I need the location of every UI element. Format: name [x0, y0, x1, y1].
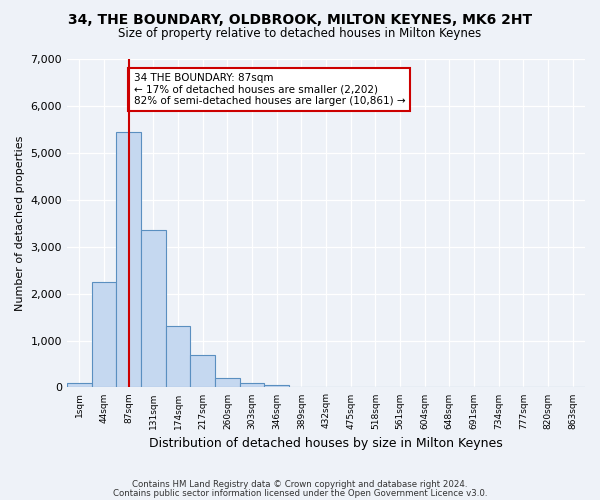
Y-axis label: Number of detached properties: Number of detached properties: [15, 136, 25, 311]
Text: Contains HM Land Registry data © Crown copyright and database right 2024.: Contains HM Land Registry data © Crown c…: [132, 480, 468, 489]
Bar: [67, 382, 92, 388]
Bar: [141, 230, 166, 388]
Text: Contains public sector information licensed under the Open Government Licence v3: Contains public sector information licen…: [113, 488, 487, 498]
Bar: [239, 382, 265, 388]
Bar: [190, 354, 215, 388]
X-axis label: Distribution of detached houses by size in Milton Keynes: Distribution of detached houses by size …: [149, 437, 503, 450]
Bar: [215, 378, 239, 388]
Bar: [92, 282, 116, 388]
Bar: [166, 326, 190, 388]
Bar: [265, 385, 289, 388]
Text: Size of property relative to detached houses in Milton Keynes: Size of property relative to detached ho…: [118, 28, 482, 40]
Text: 34 THE BOUNDARY: 87sqm
← 17% of detached houses are smaller (2,202)
82% of semi-: 34 THE BOUNDARY: 87sqm ← 17% of detached…: [134, 73, 405, 106]
Bar: [116, 132, 141, 388]
Text: 34, THE BOUNDARY, OLDBROOK, MILTON KEYNES, MK6 2HT: 34, THE BOUNDARY, OLDBROOK, MILTON KEYNE…: [68, 12, 532, 26]
